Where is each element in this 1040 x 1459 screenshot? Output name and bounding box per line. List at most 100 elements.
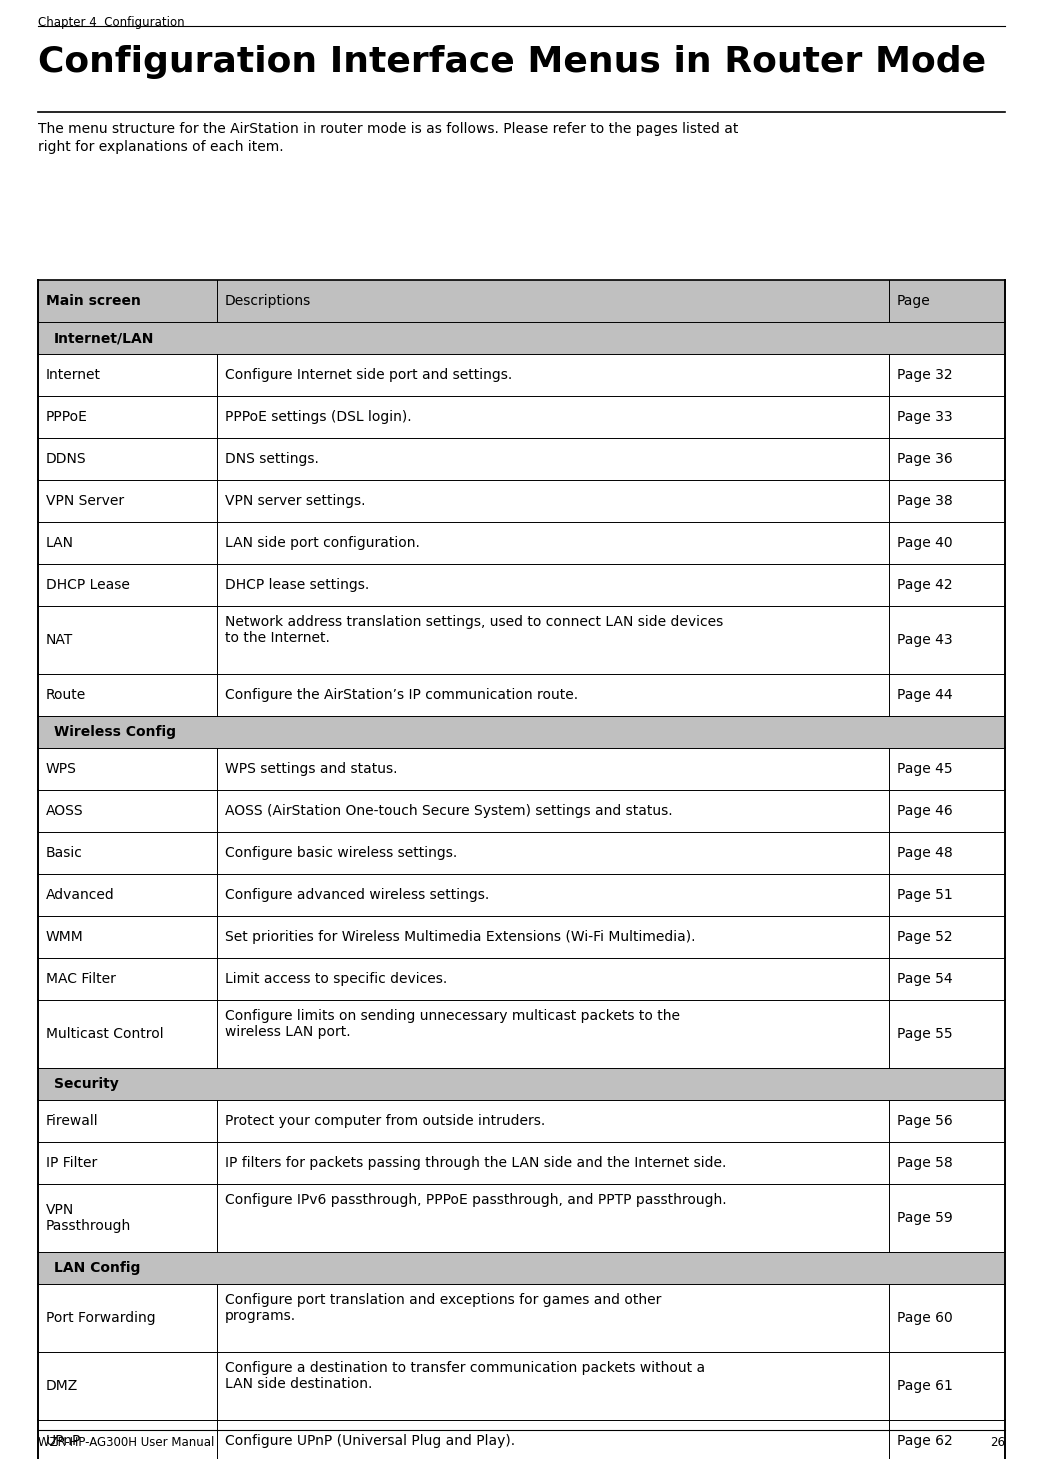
Text: Advanced: Advanced [46,889,114,902]
Text: DHCP Lease: DHCP Lease [46,578,130,592]
Text: Configure port translation and exceptions for games and other
programs.: Configure port translation and exception… [225,1293,661,1323]
Text: Configure IPv6 passthrough, PPPoE passthrough, and PPTP passthrough.: Configure IPv6 passthrough, PPPoE passth… [225,1193,727,1207]
Text: Configure limits on sending unnecessary multicast packets to the
wireless LAN po: Configure limits on sending unnecessary … [225,1010,680,1039]
Text: LAN Config: LAN Config [54,1261,140,1275]
Bar [38,959,1005,999]
Text: Configure the AirStation’s IP communication route.: Configure the AirStation’s IP communicat… [225,689,578,702]
Text: Page 62: Page 62 [896,1434,953,1447]
Text: Port Forwarding: Port Forwarding [46,1312,156,1325]
Text: PPPoE: PPPoE [46,410,87,425]
Text: VPN Server: VPN Server [46,495,124,508]
Text: WMM: WMM [46,929,84,944]
Text: Configure basic wireless settings.: Configure basic wireless settings. [225,846,458,859]
Bar [38,916,1005,959]
Text: Page 46: Page 46 [896,804,953,818]
Bar [38,1068,1005,1100]
Bar [38,674,1005,716]
Text: WZR-HP-AG300H User Manual: WZR-HP-AG300H User Manual [38,1436,214,1449]
Text: Internet/LAN: Internet/LAN [54,331,154,344]
Bar [38,1284,1005,1352]
Text: Page 56: Page 56 [896,1115,953,1128]
Text: Configuration Interface Menus in Router Mode: Configuration Interface Menus in Router … [38,45,986,79]
Text: DMZ: DMZ [46,1379,78,1393]
Text: Page 58: Page 58 [896,1156,953,1170]
Text: 26: 26 [990,1436,1005,1449]
Bar [38,605,1005,674]
Text: Page 40: Page 40 [896,535,953,550]
Text: WPS: WPS [46,762,77,776]
Text: Page 60: Page 60 [896,1312,953,1325]
Text: Page 51: Page 51 [896,889,953,902]
Bar [38,322,1005,355]
Bar [38,1420,1005,1459]
Text: Protect your computer from outside intruders.: Protect your computer from outside intru… [225,1115,545,1128]
Bar [38,1100,1005,1142]
Text: Page: Page [896,295,931,308]
Text: Descriptions: Descriptions [225,295,311,308]
Text: Configure Internet side port and settings.: Configure Internet side port and setting… [225,368,512,382]
Text: Page 55: Page 55 [896,1027,953,1042]
Bar [38,480,1005,522]
Text: DNS settings.: DNS settings. [225,452,319,465]
Text: Limit access to specific devices.: Limit access to specific devices. [225,972,447,986]
Text: Basic: Basic [46,846,83,859]
Text: IP Filter: IP Filter [46,1156,98,1170]
Text: Internet: Internet [46,368,101,382]
Text: Page 42: Page 42 [896,578,953,592]
Text: LAN: LAN [46,535,74,550]
Bar [38,355,1005,395]
Text: VPN
Passthrough: VPN Passthrough [46,1202,131,1233]
Bar [38,1252,1005,1284]
Bar [38,789,1005,832]
Text: Set priorities for Wireless Multimedia Extensions (Wi-Fi Multimedia).: Set priorities for Wireless Multimedia E… [225,929,696,944]
Text: Page 54: Page 54 [896,972,953,986]
Text: DDNS: DDNS [46,452,86,465]
Text: Page 43: Page 43 [896,633,953,646]
Text: Configure advanced wireless settings.: Configure advanced wireless settings. [225,889,489,902]
Text: Security: Security [54,1077,119,1091]
Text: AOSS (AirStation One-touch Secure System) settings and status.: AOSS (AirStation One-touch Secure System… [225,804,673,818]
Text: LAN side port configuration.: LAN side port configuration. [225,535,420,550]
Text: right for explanations of each item.: right for explanations of each item. [38,140,284,155]
Text: The menu structure for the AirStation in router mode is as follows. Please refer: The menu structure for the AirStation in… [38,123,738,136]
Text: MAC Filter: MAC Filter [46,972,115,986]
Bar [38,1142,1005,1185]
Bar [38,748,1005,789]
Bar [38,438,1005,480]
Text: Wireless Config: Wireless Config [54,725,176,740]
Text: VPN server settings.: VPN server settings. [225,495,365,508]
Text: Configure UPnP (Universal Plug and Play).: Configure UPnP (Universal Plug and Play)… [225,1434,515,1447]
Bar [38,1185,1005,1252]
Text: PPPoE settings (DSL login).: PPPoE settings (DSL login). [225,410,412,425]
Text: Page 32: Page 32 [896,368,953,382]
Text: Main screen: Main screen [46,295,140,308]
Text: Route: Route [46,689,86,702]
Bar [38,280,1005,322]
Bar [38,716,1005,748]
Text: Chapter 4  Configuration: Chapter 4 Configuration [38,16,185,29]
Bar [38,565,1005,605]
Text: NAT: NAT [46,633,73,646]
Bar [38,832,1005,874]
Text: Page 48: Page 48 [896,846,953,859]
Bar [38,522,1005,565]
Text: Firewall: Firewall [46,1115,99,1128]
Text: Page 33: Page 33 [896,410,953,425]
Bar [38,1352,1005,1420]
Text: Page 38: Page 38 [896,495,953,508]
Text: Network address translation settings, used to connect LAN side devices
to the In: Network address translation settings, us… [225,616,723,645]
Text: Page 52: Page 52 [896,929,953,944]
Bar [38,395,1005,438]
Text: AOSS: AOSS [46,804,83,818]
Bar [38,874,1005,916]
Text: WPS settings and status.: WPS settings and status. [225,762,397,776]
Text: IP filters for packets passing through the LAN side and the Internet side.: IP filters for packets passing through t… [225,1156,726,1170]
Text: Multicast Control: Multicast Control [46,1027,163,1042]
Text: Page 36: Page 36 [896,452,953,465]
Text: Configure a destination to transfer communication packets without a
LAN side des: Configure a destination to transfer comm… [225,1361,705,1392]
Text: DHCP lease settings.: DHCP lease settings. [225,578,369,592]
Text: Page 44: Page 44 [896,689,953,702]
Bar [38,999,1005,1068]
Text: Page 59: Page 59 [896,1211,953,1226]
Text: UPnP: UPnP [46,1434,81,1447]
